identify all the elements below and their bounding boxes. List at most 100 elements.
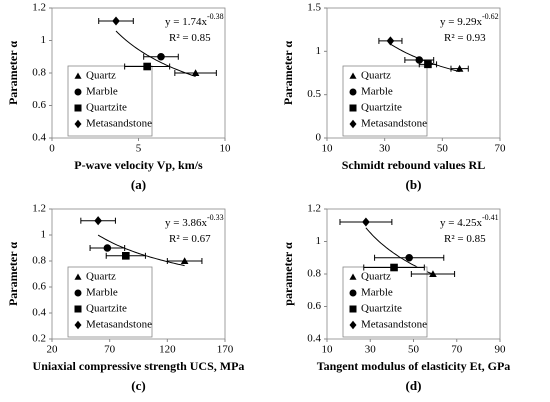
panel: 0 0.5 1 1.5 10 30 50 70 Schmidt rebound values R… [281, 2, 506, 192]
y-tick-label: 0.6 [307, 300, 321, 312]
r2-value: 0.85 [466, 233, 486, 245]
equation-part: 3.86 [182, 217, 202, 229]
equation-part: 1.74 [182, 16, 202, 28]
equation-part: x [201, 217, 207, 229]
legend-marker [349, 72, 357, 79]
fit-equation: y = 3.86x-0.33 [165, 213, 224, 228]
panel-label: (b) [406, 177, 422, 192]
x-tick-label: 5 [136, 143, 142, 155]
x-axis-title: Schmidt rebound values RL [342, 158, 485, 172]
x-tick-label: 10 [322, 143, 334, 155]
fit-r2: R² = 0.85 [169, 32, 211, 44]
legend-box [342, 65, 428, 137]
y-axis-title: parameter α [281, 242, 295, 306]
legend-marker [74, 88, 82, 96]
y-axis-title: Parameter α [6, 242, 20, 306]
data-point [103, 244, 112, 252]
fit-r2: R² = 0.93 [444, 32, 486, 44]
equation-part: x [201, 16, 207, 28]
x-tick-label: 70 [451, 344, 463, 356]
legend-marker [74, 273, 82, 280]
legend-marker [74, 119, 82, 129]
legend-label: Quartzite [361, 102, 402, 114]
x-tick-label: 30 [379, 143, 391, 155]
data-point [415, 56, 424, 64]
r2-value: 0.93 [466, 32, 486, 44]
fit-equation: y = 4.25x-0.41 [440, 213, 499, 228]
legend-label: Quartz [361, 271, 391, 283]
y-tick-label: 1 [41, 34, 47, 46]
legend-label: Marble [86, 287, 118, 299]
panel: 0.4 0.6 0.8 1 1.2 0 5 10 P-wave velocity Vp, km/… [6, 2, 231, 192]
legend-marker [74, 305, 82, 313]
fit-curve [97, 234, 185, 267]
data-point [112, 16, 120, 26]
legend-label: Metasandstone [86, 118, 152, 130]
legend-label: Marble [86, 86, 118, 98]
legend-marker [349, 289, 357, 297]
legend-marker [74, 72, 82, 79]
equation-part: 9.29 [457, 16, 477, 28]
x-tick-label: 20 [47, 344, 59, 356]
y-axis-title: Parameter α [6, 41, 20, 105]
legend-label: Quartzite [86, 303, 127, 315]
y-tick-label: 0.8 [32, 255, 46, 267]
legend-marker [349, 119, 357, 129]
data-point [157, 52, 165, 61]
panel-label: (d) [406, 378, 422, 393]
x-tick-label: 50 [408, 344, 420, 356]
y-tick-label: 1 [316, 45, 322, 57]
plot-frame [326, 7, 501, 139]
legend-marker [349, 88, 357, 96]
x-tick-label: 120 [159, 344, 176, 356]
x-tick-label: 170 [217, 344, 234, 356]
legend-label: Quartz [361, 70, 391, 82]
y-tick-label: 0.6 [32, 281, 46, 293]
equation-part: 4.25 [457, 217, 477, 229]
x-tick-label: 70 [104, 344, 116, 356]
legend-marker [349, 104, 357, 112]
y-tick-label: 0 [316, 132, 322, 144]
data-point [180, 257, 189, 265]
legend-box [67, 266, 153, 338]
legend-label: Metasandstone [361, 319, 427, 331]
panel-label: (c) [131, 378, 145, 393]
r2-prefix: R² = [444, 32, 466, 44]
equation-part: -0.41 [482, 213, 499, 222]
data-point [122, 252, 130, 260]
equation-part: y = [165, 217, 182, 229]
y-tick-label: 0.8 [32, 67, 46, 79]
y-tick-label: 1 [41, 229, 47, 241]
fit-equation: y = 9.29x-0.62 [440, 12, 499, 27]
equation-part: -0.33 [207, 213, 224, 222]
x-tick-label: 10 [322, 344, 334, 356]
y-tick-label: 0.4 [32, 132, 46, 144]
y-axis-title: Parameter α [281, 41, 295, 105]
y-tick-label: 0.4 [32, 307, 46, 319]
r2-prefix: R² = [169, 32, 191, 44]
legend-label: Metasandstone [361, 118, 427, 130]
data-point [390, 263, 398, 272]
y-tick-label: 0.6 [32, 99, 46, 111]
legend-marker [74, 104, 82, 112]
x-tick-label: 70 [495, 143, 507, 155]
legend-marker [349, 273, 357, 280]
x-tick-label: 30 [365, 344, 377, 356]
legend-marker [349, 305, 357, 313]
panel: 0.4 0.6 0.8 1 1.2 10 30 50 70 90 Tangent modulus o… [281, 203, 511, 393]
fit-r2: R² = 0.67 [169, 233, 211, 245]
data-point [143, 62, 151, 71]
y-tick-label: 0.4 [307, 333, 321, 345]
x-tick-label: 0 [49, 143, 55, 155]
legend-label: Quartz [86, 271, 116, 283]
data-point [362, 217, 370, 227]
fit-r2: R² = 0.85 [444, 233, 486, 245]
data-point [429, 270, 437, 278]
data-point [405, 253, 413, 262]
legend-marker [74, 320, 82, 330]
legend-label: Marble [361, 86, 393, 98]
legend-marker [74, 289, 82, 297]
equation-part: y = [440, 16, 457, 28]
y-tick-label: 1 [316, 235, 322, 247]
